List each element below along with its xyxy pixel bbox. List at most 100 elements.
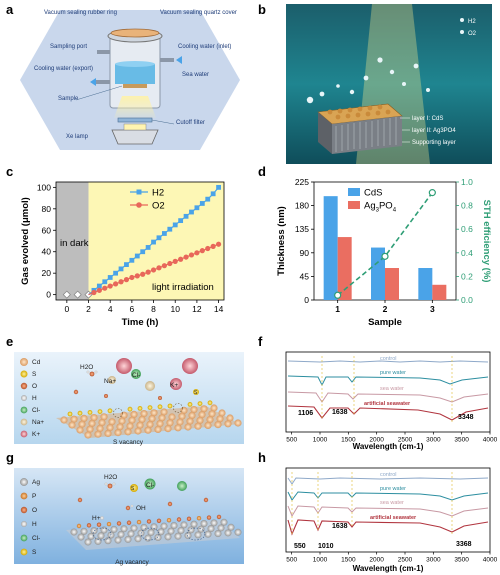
f-ticks-label: 2500 [398,437,413,444]
lattice-s [67,411,73,417]
lattice-cd [210,404,218,412]
lattice-cd [106,424,114,432]
d-efficiency-point [334,291,342,299]
lattice-cd [198,411,206,419]
legend-cl-ball-g [20,534,28,542]
peak-1106: 1106 [298,410,313,417]
dark-region-label: in dark [60,238,89,249]
h-ticks-label: 2000 [369,557,384,564]
c-point-o2 [129,274,135,281]
legend-s-g: S [32,549,37,556]
lattice-po4 [126,520,132,525]
lattice-cd [96,424,104,432]
lattice-ag [200,520,208,528]
legend-na: Na+ [32,419,44,426]
d-y2tick-label: 0.2 [461,271,473,281]
chart-d-legend: CdS Ag3PO4 [348,188,397,214]
c-point-o2 [134,273,140,279]
ir-h-xlabel: Wavelength (cm-1) [353,564,424,573]
c-point-h2 [96,283,102,289]
c-xtick-label: 4 [108,304,113,314]
vacancy-marker [113,408,123,418]
chart-c-ylabel: Gas evolved (μmol) [20,197,31,285]
lattice-s [77,410,83,416]
lattice-ag [217,524,225,532]
label-na: Na+ [104,378,116,385]
label-control-f: control [380,356,397,362]
panel-e: e Cd S O H Cl- Na+ K+ [6,334,244,446]
c-point-o2 [205,245,211,252]
lattice-cd [148,415,156,423]
lattice-cd [118,417,126,425]
panel-g-legend: Ag P O H Cl- S [20,478,40,556]
c-point-o2 [140,271,146,277]
legend-cd-ball [20,358,28,366]
peak-1638-f: 1638 [332,409,348,416]
c-point-o2 [194,250,200,256]
trace-control-f [287,360,489,363]
ir-h: h 500 1000 1500 2000 2500 3000 3500 4000 contro… [258,450,498,573]
chart-d-xlabel: Sample [368,317,402,328]
lattice-ag [214,530,222,538]
label-pure-water-f: pure water [380,370,406,376]
legend-p: P [32,493,36,500]
c-point-o2 [113,281,119,287]
d-ytick-label: 45 [300,271,310,281]
label-h-plus: H+ [92,515,101,522]
c-point-h2 [189,209,194,215]
lattice-cd [158,414,166,422]
c-point-o2 [215,241,222,247]
chart-d-ticks: 0 45 90 135 180 225 0.0 0.2 0.4 0.6 0.8 1.0 1 2 3 [295,177,473,314]
f-ticks-label: 3500 [454,437,469,444]
d-y2tick-label: 0.8 [461,201,473,211]
trace-sea-water-f [287,391,489,403]
h-ticks-label: 500 [286,557,297,564]
label-sample: Sample [58,96,79,102]
lattice-po4 [196,516,202,521]
peak-1010: 1010 [318,543,334,550]
lattice-cd [216,415,224,423]
lattice-cd [196,416,204,424]
d-bar-cds [371,247,385,300]
c-point-o2 [150,267,157,273]
lattice-ag [80,527,88,535]
label-sampling-port: Sampling port [50,44,87,50]
lattice-cd [108,418,116,426]
lattice-s [147,405,153,410]
d-bar-ag3po4 [385,268,399,300]
vacancy-marker [173,403,183,413]
c-legend-marker [136,202,142,208]
lattice-s [207,400,213,406]
ion-k-large [116,358,132,374]
water-o-g3 [167,501,173,507]
lattice-ag [97,532,105,540]
c-point-o2 [183,254,189,260]
lattice-cd [124,428,132,436]
water-o [89,371,95,377]
lattice-ag [187,526,195,534]
export-pipe [96,80,110,84]
lattice-cd [68,421,76,429]
d-bar-cds [323,196,338,300]
lattice-ag [94,537,102,545]
label-cutoff-filter: Cutoff filter [176,120,205,126]
oh-h [130,504,134,508]
lattice-ag [70,528,78,536]
lattice-po4 [156,518,162,523]
trace-pure-water-f [287,375,489,387]
c-point-o2 [178,256,184,262]
panel-f-label: f [258,334,263,349]
lattice-ag [190,520,198,528]
d-xtick-label: 3 [430,304,435,314]
legend-cd: Cd [32,359,41,366]
chart-d-ylabel: Thickness (nm) [276,206,287,276]
leader-sample [75,85,123,101]
water-o-3 [158,396,162,400]
lattice-po4 [116,521,122,526]
c-point-o2 [102,285,108,291]
label-k: K+ [170,382,178,389]
lattice-cd [190,406,198,414]
ion-cl-g2 [177,481,187,491]
bubbles [306,18,464,104]
d-legend-swatch [348,201,360,209]
